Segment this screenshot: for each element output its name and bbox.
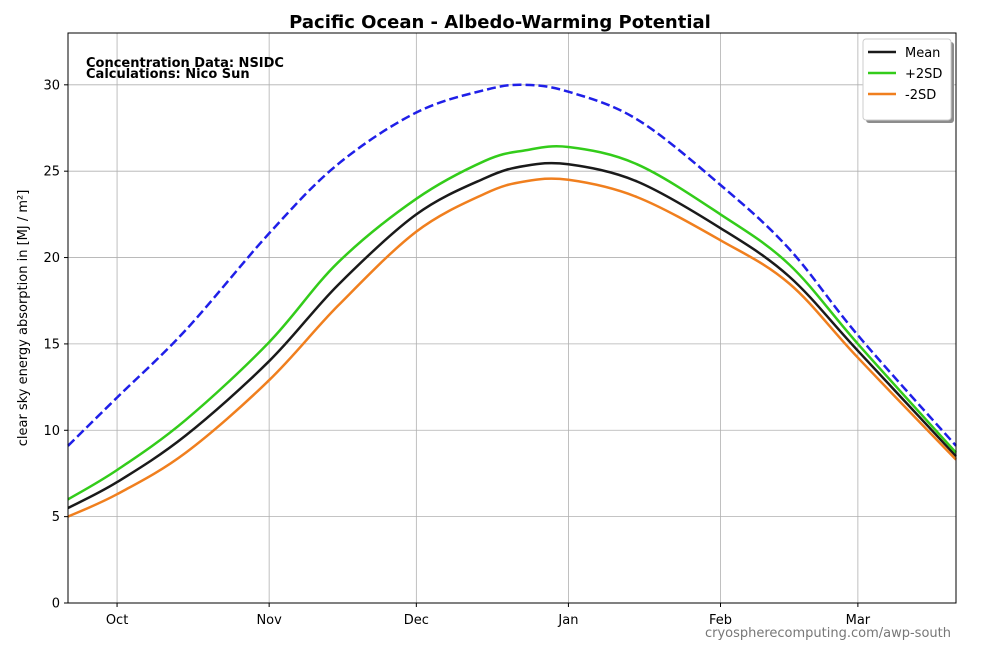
y-axis-label: clear sky energy absorption in [MJ / m²] (16, 190, 31, 447)
x-tick-label: Oct (106, 613, 128, 628)
legend-label: Mean (905, 46, 940, 61)
y-tick-label: 5 (52, 510, 60, 525)
x-tick-label: Nov (256, 613, 282, 628)
series-line-mean (67, 161, 957, 510)
y-tick-label: 30 (43, 78, 60, 93)
annotation-concentration: Concentration Data: NSIDC (86, 56, 284, 71)
y-tick-label: 15 (43, 337, 60, 352)
plot-frame (67, 32, 957, 604)
series-line-2sd (67, 145, 957, 501)
y-tick-label: 20 (43, 251, 60, 266)
legend-box (862, 38, 952, 121)
legend-label: +2SD (905, 67, 942, 82)
y-tick-label: 10 (43, 424, 60, 439)
ticks: 0 5 10 15 20 25 30 Oct Nov Dec Jan Feb Mar (43, 78, 870, 628)
y-tick-label: 0 (52, 597, 60, 612)
y-tick-label: 25 (43, 165, 60, 180)
annotation-calculations: Calculations: Nico Sun (86, 67, 250, 82)
x-tick-label: Jan (557, 613, 578, 628)
x-tick-label: Dec (404, 613, 429, 628)
grid (68, 33, 956, 604)
series-line-2sd (67, 177, 957, 518)
source-url: cryospherecomputing.com/awp-south (705, 626, 951, 641)
chart-title: Pacific Ocean - Albedo-Warming Potential (289, 12, 711, 33)
series-layer (67, 83, 957, 518)
x-tick-label: Feb (709, 613, 732, 628)
legend-label: -2SD (905, 88, 936, 103)
x-tick-label: Mar (846, 613, 871, 628)
legend: Mean +2SD -2SD (862, 38, 954, 123)
series-line-reference (67, 83, 957, 447)
